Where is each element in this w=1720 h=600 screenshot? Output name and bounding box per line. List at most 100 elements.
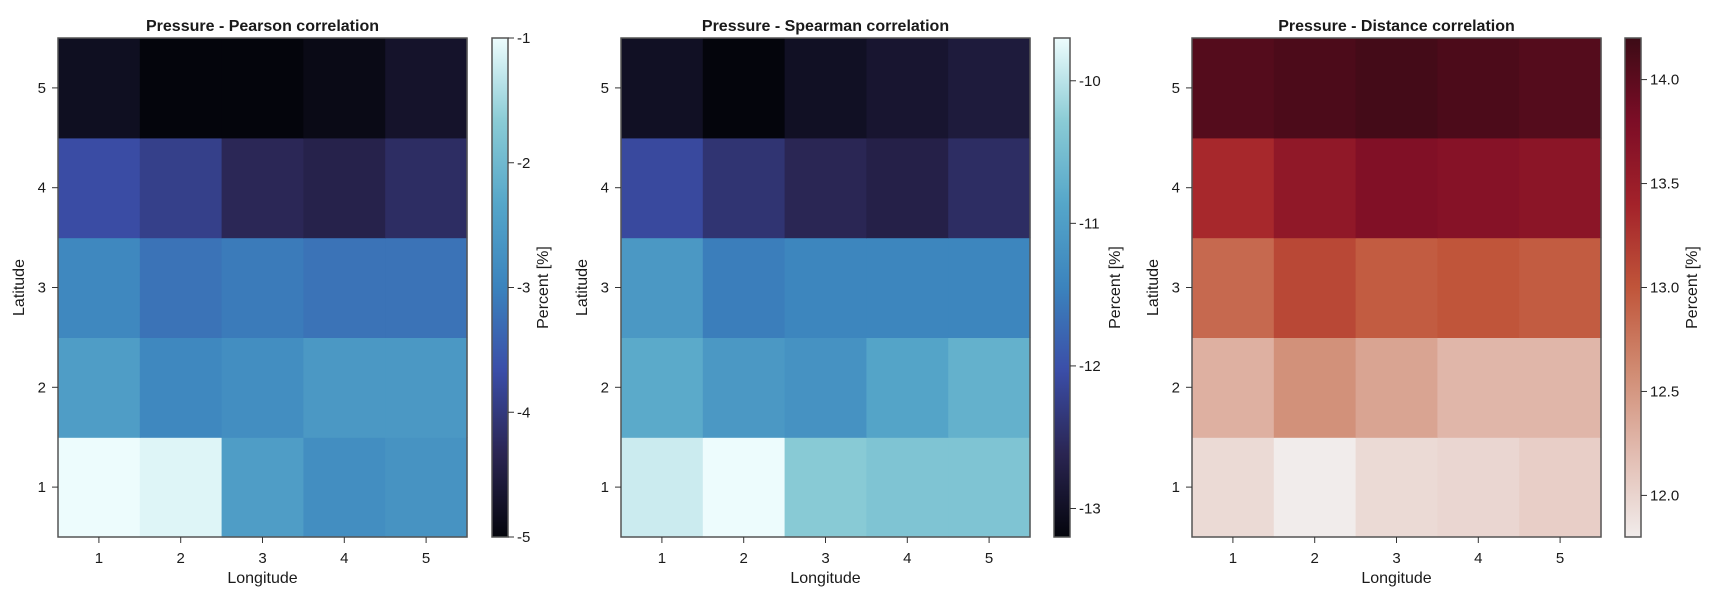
- heatmap-cell: [385, 237, 468, 338]
- colorbar: [1053, 37, 1071, 538]
- heatmap-cell: [1519, 437, 1602, 538]
- x-tick-label: 1: [1229, 550, 1237, 567]
- heatmap-cell: [948, 38, 1031, 139]
- heatmap-cell: [385, 38, 468, 139]
- y-tick-label: 2: [38, 379, 46, 396]
- colorbar-tick-label: 13.5: [1650, 176, 1679, 193]
- heatmap-cell: [1437, 437, 1520, 538]
- heatmap-cell: [1273, 337, 1357, 438]
- heatmap-cell: [1519, 237, 1602, 338]
- heatmap-cell: [1355, 137, 1438, 239]
- x-tick-label: 2: [1311, 550, 1319, 567]
- x-axis-label: Longitude: [790, 570, 860, 587]
- x-tick-label: 1: [95, 550, 103, 567]
- heatmap-cell: [621, 337, 704, 438]
- heatmap-cell: [221, 237, 304, 338]
- heatmap-cell: [385, 337, 468, 438]
- colorbar-tick-label: -13: [1079, 500, 1101, 517]
- heatmap-cell: [702, 337, 786, 438]
- colorbar-tick-label: -4: [517, 404, 530, 421]
- heatmap-cell: [1273, 137, 1357, 239]
- x-tick-label: 4: [903, 550, 911, 567]
- heatmap-cell: [948, 437, 1031, 538]
- heatmap-cell: [702, 437, 786, 538]
- colorbar-tick-label: -12: [1079, 358, 1101, 375]
- x-tick-label: 4: [1474, 550, 1482, 567]
- heatmap-cell: [385, 437, 468, 538]
- colorbar-tick-label: 13.0: [1650, 280, 1679, 297]
- colorbar-tick-label: -11: [1079, 215, 1100, 232]
- heatmap-cell: [621, 38, 704, 139]
- colorbar: [491, 37, 509, 538]
- chart-title: Pressure - Distance correlation: [1278, 18, 1515, 35]
- heatmap-cell: [621, 237, 704, 338]
- colorbar-tick-label: 12.5: [1650, 383, 1679, 400]
- colorbar-tick-label: -3: [517, 280, 530, 297]
- heatmap-cell: [58, 437, 141, 538]
- x-tick-label: 4: [340, 550, 348, 567]
- heatmap-cell: [866, 38, 949, 139]
- heatmap-cell: [621, 137, 704, 239]
- y-tick-label: 1: [38, 479, 46, 496]
- heatmap-cell: [385, 137, 468, 239]
- x-axis-label: Longitude: [227, 570, 297, 587]
- heatmap-cell: [866, 237, 949, 338]
- y-tick-label: 2: [601, 379, 609, 396]
- x-tick-label: 3: [821, 550, 829, 567]
- y-axis-label: Latitude: [11, 259, 28, 316]
- heatmap-cell: [702, 38, 786, 139]
- heatmap-cell: [139, 337, 223, 438]
- y-axis-label: Latitude: [1145, 259, 1162, 316]
- heatmap-cell: [948, 337, 1031, 438]
- heatmap-cell: [58, 137, 141, 239]
- colorbar-tick-label: -2: [517, 155, 530, 172]
- y-tick-label: 1: [601, 479, 609, 496]
- heatmap-panel-1: Pressure - Pearson correlation 1 2 3 4 5 1 2 3 4 5…: [11, 18, 552, 587]
- y-tick-label: 4: [1172, 180, 1180, 197]
- heatmap-cell: [1437, 137, 1520, 239]
- colorbar-tick-label: -5: [517, 529, 530, 546]
- heatmap-cell: [948, 137, 1031, 239]
- heatmap-cell: [1273, 38, 1357, 139]
- heatmap-cell: [1519, 337, 1602, 438]
- heatmap-cell: [58, 237, 141, 338]
- colorbar-label: Percent [%]: [535, 246, 552, 329]
- heatmap-cell: [1437, 337, 1520, 438]
- chart-title: Pressure - Spearman correlation: [702, 18, 949, 35]
- heatmap-cell: [303, 337, 386, 438]
- heatmap-cell: [221, 38, 304, 139]
- heatmap-cell: [221, 137, 304, 239]
- colorbar-tick-label: -1: [517, 30, 530, 47]
- x-tick-label: 1: [658, 550, 666, 567]
- heatmap-cell: [1355, 237, 1438, 338]
- heatmap-cell: [1519, 38, 1602, 139]
- heatmap-cell: [784, 38, 867, 139]
- x-tick-label: 5: [422, 550, 430, 567]
- heatmap-cell: [1192, 437, 1275, 538]
- heatmap-cell: [702, 237, 786, 338]
- x-tick-label: 5: [985, 550, 993, 567]
- heatmap-cell: [1273, 437, 1357, 538]
- heatmap-cell: [702, 137, 786, 239]
- y-tick-label: 4: [601, 180, 609, 197]
- y-axis-label: Latitude: [574, 259, 591, 316]
- heatmap-cell: [948, 237, 1031, 338]
- heatmap-cell: [1273, 237, 1357, 338]
- heatmap-cell: [139, 137, 223, 239]
- heatmap-cell: [1355, 38, 1438, 139]
- heatmap-cell: [866, 137, 949, 239]
- heatmap-cell: [1437, 237, 1520, 338]
- heatmap-cell: [1192, 237, 1275, 338]
- colorbar-label: Percent [%]: [1684, 246, 1701, 329]
- heatmap-cell: [1192, 337, 1275, 438]
- x-tick-label: 2: [177, 550, 185, 567]
- colorbar: [1624, 37, 1642, 538]
- y-tick-label: 5: [1172, 80, 1180, 97]
- y-tick-label: 2: [1172, 379, 1180, 396]
- y-tick-label: 5: [38, 80, 46, 97]
- x-tick-label: 3: [1392, 550, 1400, 567]
- heatmap-cell: [139, 38, 223, 139]
- heatmap-cell: [784, 337, 867, 438]
- heatmap-cell: [303, 237, 386, 338]
